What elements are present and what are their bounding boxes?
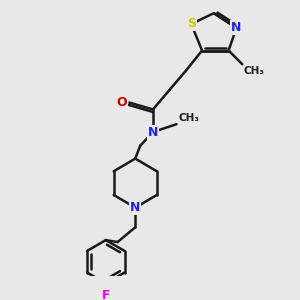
Text: S: S bbox=[187, 17, 196, 31]
Text: N: N bbox=[130, 201, 140, 214]
Text: F: F bbox=[101, 289, 110, 300]
Text: N: N bbox=[231, 21, 242, 34]
Text: CH₃: CH₃ bbox=[178, 113, 200, 123]
Text: O: O bbox=[116, 96, 127, 109]
Text: N: N bbox=[148, 125, 158, 139]
Text: CH₃: CH₃ bbox=[243, 66, 264, 76]
